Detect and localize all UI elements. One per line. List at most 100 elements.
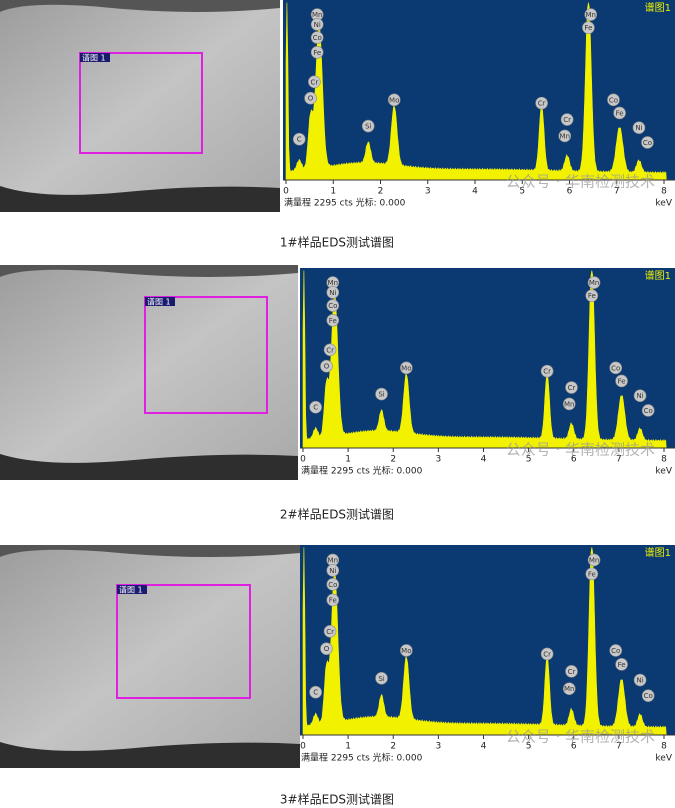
peak-marker bbox=[560, 113, 574, 126]
tick-label: 2 bbox=[378, 187, 384, 197]
peak-label: Cr bbox=[543, 650, 551, 658]
unit: keV bbox=[655, 467, 672, 477]
peak-marker bbox=[587, 553, 601, 567]
peak-marker bbox=[323, 624, 337, 638]
tick-label: 8 bbox=[661, 187, 667, 197]
peak-label: C bbox=[313, 404, 318, 412]
peak-label: Fe bbox=[313, 49, 321, 57]
peak-label: Ni bbox=[314, 21, 321, 29]
peak-label: Mo bbox=[401, 364, 411, 372]
tick-label: 7 bbox=[616, 742, 622, 752]
tick-label: 0 bbox=[300, 455, 306, 465]
peak-marker bbox=[326, 313, 340, 327]
peak-label: O bbox=[324, 645, 330, 653]
region-label: 谱图 1 bbox=[119, 585, 143, 595]
peak-marker bbox=[535, 96, 548, 110]
tick-label: 1 bbox=[345, 455, 351, 465]
peak-marker bbox=[558, 129, 572, 143]
region-tag bbox=[117, 585, 147, 594]
tick-label: 5 bbox=[519, 187, 525, 197]
peak-marker bbox=[310, 45, 324, 59]
status: 满量程 2295 cts 光标: 0.000 bbox=[301, 752, 423, 764]
analysis-region bbox=[116, 584, 251, 699]
sem-image bbox=[0, 545, 300, 768]
peak-marker bbox=[632, 121, 646, 135]
peak-marker bbox=[609, 644, 623, 657]
tick-label: 2 bbox=[390, 455, 396, 465]
region-tag bbox=[145, 297, 175, 306]
peak-marker bbox=[326, 578, 340, 591]
peak-label: Co bbox=[611, 647, 620, 655]
peak-label: Fe bbox=[588, 570, 596, 578]
region-tag bbox=[80, 53, 110, 62]
unit: keV bbox=[655, 754, 672, 764]
peak-marker bbox=[400, 644, 413, 657]
spectrum-label: 谱图1 bbox=[645, 1, 671, 14]
peak-label: Mn bbox=[589, 556, 599, 564]
tick-label: 7 bbox=[616, 455, 622, 465]
sem-image bbox=[0, 0, 280, 212]
peak-marker bbox=[582, 21, 595, 34]
tick-label: 3 bbox=[425, 187, 431, 197]
peak-label: Mn bbox=[564, 685, 574, 693]
peak-marker bbox=[375, 671, 388, 685]
peak-marker bbox=[326, 564, 340, 577]
tick-label: 1 bbox=[345, 742, 351, 752]
peak-marker bbox=[326, 593, 340, 607]
peak-marker bbox=[310, 18, 324, 31]
sem-edge bbox=[0, 265, 298, 277]
peak-marker bbox=[387, 93, 401, 107]
peak-marker bbox=[565, 381, 578, 394]
peak-marker bbox=[562, 682, 576, 696]
peak-label: Mo bbox=[389, 96, 399, 104]
peak-label: Cr bbox=[543, 368, 551, 376]
peak-label: Ni bbox=[635, 124, 642, 132]
peak-label: Mn bbox=[586, 11, 596, 19]
peak-label: Cr bbox=[326, 628, 334, 636]
peak-marker bbox=[641, 404, 655, 417]
peak-marker bbox=[615, 658, 628, 671]
peak-marker bbox=[587, 276, 601, 289]
spectrum-curve bbox=[302, 270, 667, 449]
sem-edge bbox=[0, 742, 300, 768]
peak-marker bbox=[320, 359, 333, 373]
peak-label: Co bbox=[643, 139, 652, 147]
spectrum-curve bbox=[285, 2, 667, 181]
sem-edge bbox=[0, 186, 280, 212]
peak-marker bbox=[309, 685, 322, 699]
peak-label: Ni bbox=[329, 567, 336, 575]
peak-marker bbox=[292, 132, 306, 146]
spectrum-plot bbox=[300, 545, 675, 735]
tick-label: 3 bbox=[436, 455, 442, 465]
peak-label: Si bbox=[378, 675, 384, 683]
tick-label: 0 bbox=[283, 187, 289, 197]
peak-marker bbox=[607, 93, 620, 107]
peak-marker bbox=[400, 361, 413, 375]
peak-marker bbox=[310, 31, 324, 44]
peak-marker bbox=[326, 286, 340, 299]
peak-marker bbox=[633, 673, 647, 687]
peak-marker bbox=[633, 389, 647, 403]
tick-label: 4 bbox=[472, 187, 478, 197]
peak-marker bbox=[641, 136, 654, 149]
peak-label: Ni bbox=[636, 677, 643, 685]
region-label: 谱图 1 bbox=[147, 297, 171, 307]
peak-label: C bbox=[313, 689, 318, 697]
region-label: 谱图 1 bbox=[82, 53, 106, 63]
peak-label: Mn bbox=[312, 11, 322, 19]
tick-label: 0 bbox=[300, 742, 306, 752]
peak-marker bbox=[585, 567, 599, 581]
tick-label: 4 bbox=[481, 742, 487, 752]
peak-label: Co bbox=[313, 34, 322, 42]
peak-label: Cr bbox=[563, 116, 571, 124]
peak-label: Co bbox=[328, 581, 337, 589]
spectrum-plot bbox=[283, 0, 675, 180]
peak-label: Fe bbox=[618, 661, 626, 669]
peak-label: Fe bbox=[329, 317, 337, 325]
peak-label: Mn bbox=[328, 556, 338, 564]
peak-marker bbox=[361, 119, 375, 133]
peak-label: Co bbox=[644, 407, 653, 415]
peak-marker bbox=[304, 91, 317, 105]
peak-label: Mn bbox=[589, 279, 599, 287]
peak-label: Fe bbox=[588, 292, 596, 300]
